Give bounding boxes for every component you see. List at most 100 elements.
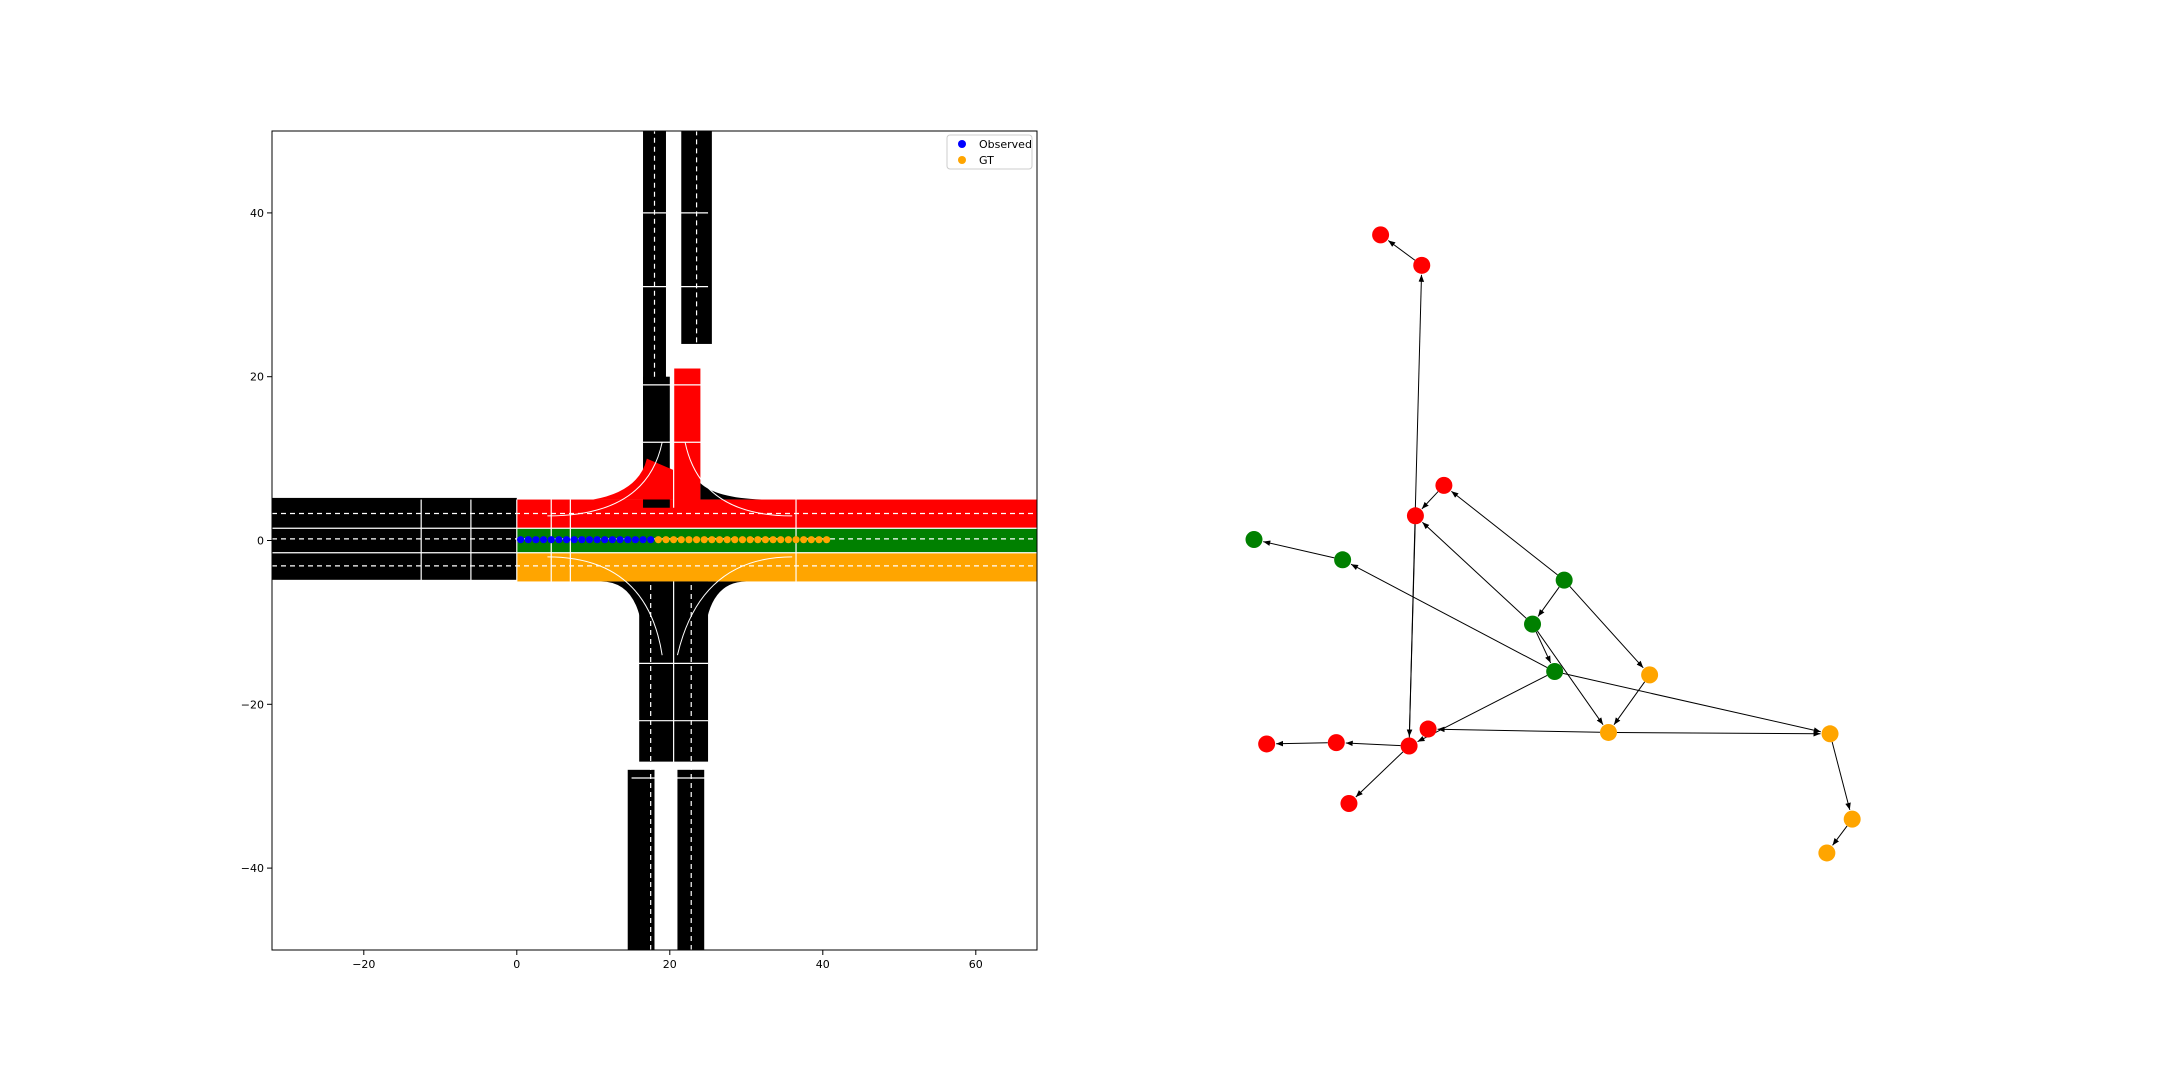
south-road-upper-left — [639, 581, 674, 762]
graph-edge — [1536, 630, 1604, 725]
connector — [547, 442, 663, 517]
point-observed — [532, 536, 540, 544]
graph-edge — [1417, 674, 1548, 743]
point-observed — [616, 536, 624, 544]
scatter-plot: −20 0 20 40 60 −40 −20 0 20 40 Observed GT — [241, 130, 1038, 971]
point-gt — [746, 536, 754, 544]
corner-sw — [600, 581, 644, 639]
graph-node — [1413, 256, 1431, 274]
legend-marker-gt — [958, 156, 966, 164]
point-observed — [570, 536, 578, 544]
point-gt — [692, 536, 701, 544]
point-observed — [524, 536, 532, 544]
graph-node — [1599, 723, 1617, 741]
point-observed — [578, 536, 586, 544]
point-gt — [815, 536, 823, 544]
south-road-lower-left — [627, 769, 655, 950]
trajectory-points — [517, 536, 831, 544]
graph-node — [1419, 720, 1437, 738]
graph-node — [1406, 507, 1424, 525]
graph-edge — [1562, 672, 1821, 733]
point-observed — [517, 536, 525, 544]
south-road-upper-right — [673, 581, 709, 762]
point-gt — [723, 536, 731, 544]
x-tick-label: 0 — [513, 958, 520, 971]
graph-edge — [1345, 740, 1401, 747]
graph-edge — [1263, 540, 1335, 559]
graph-node — [1245, 531, 1263, 548]
x-tick-label: 20 — [663, 958, 677, 971]
graph-node — [1641, 666, 1659, 684]
point-gt — [769, 536, 777, 544]
graph-edges — [1263, 240, 1851, 846]
graph-node — [1400, 737, 1418, 755]
point-gt — [807, 536, 815, 544]
graph-node — [1334, 551, 1352, 569]
point-gt — [738, 536, 747, 544]
point-observed — [639, 536, 647, 544]
graph-edge — [1569, 586, 1644, 669]
graph-edge — [1437, 726, 1600, 733]
graph-edge — [1350, 563, 1548, 668]
graph-node — [1340, 795, 1358, 813]
point-observed — [539, 536, 548, 544]
graph-node — [1258, 735, 1276, 753]
point-gt — [761, 536, 770, 544]
point-observed — [562, 536, 571, 544]
road-network — [272, 131, 1037, 950]
lane-graph — [1245, 226, 1861, 862]
point-observed — [585, 536, 594, 544]
point-gt — [823, 536, 831, 544]
graph-node — [1821, 725, 1839, 743]
connector — [676, 556, 793, 656]
point-gt — [754, 536, 762, 544]
point-observed — [624, 536, 632, 544]
point-observed — [608, 536, 617, 544]
graph-edge — [1613, 681, 1646, 726]
graph-node — [1327, 734, 1345, 752]
connector — [547, 556, 663, 656]
graph-node — [1843, 810, 1861, 828]
graph-node — [1818, 844, 1836, 862]
graph-node — [1372, 226, 1390, 244]
point-gt — [654, 536, 662, 544]
graph-edge — [1535, 631, 1552, 664]
point-gt — [708, 536, 716, 544]
y-axis-ticks: −40 −20 0 20 40 — [241, 207, 272, 875]
point-gt — [715, 536, 724, 544]
graph-node — [1546, 663, 1564, 681]
x-tick-label: −20 — [352, 958, 375, 971]
point-gt — [685, 536, 693, 544]
legend-marker-observed — [958, 140, 966, 148]
point-gt — [777, 536, 785, 544]
point-observed — [555, 536, 563, 544]
point-gt — [677, 536, 685, 544]
point-observed — [593, 536, 601, 544]
graph-edge — [1451, 490, 1558, 576]
graph-edge — [1422, 521, 1527, 619]
graph-nodes — [1245, 226, 1861, 862]
graph-edge — [1355, 751, 1404, 798]
point-gt — [731, 536, 739, 544]
connector — [684, 442, 793, 517]
point-gt — [800, 536, 808, 544]
point-observed — [647, 536, 655, 544]
y-tick-label: −40 — [241, 862, 264, 875]
graph-node — [1524, 615, 1542, 633]
corner-ne — [700, 483, 762, 500]
x-tick-label: 60 — [969, 958, 983, 971]
y-tick-label: −20 — [241, 698, 264, 711]
graph-node — [1435, 476, 1453, 494]
graph-edge — [1616, 730, 1821, 737]
point-observed — [601, 536, 609, 544]
graph-edge — [1832, 825, 1848, 846]
point-gt — [792, 536, 800, 544]
point-gt — [784, 536, 792, 544]
graph-edge — [1831, 741, 1851, 811]
point-gt — [700, 536, 708, 544]
legend: Observed GT — [946, 134, 1033, 170]
point-gt — [670, 536, 678, 544]
graph-edge — [1387, 240, 1416, 261]
point-observed — [547, 536, 555, 544]
